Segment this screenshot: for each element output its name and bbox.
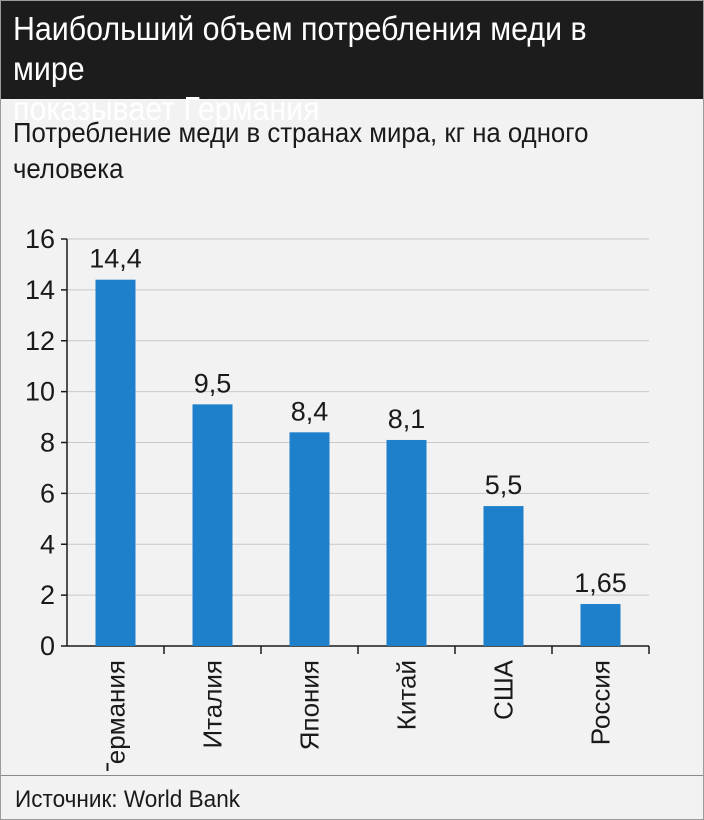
data-label: 5,5 xyxy=(485,470,523,500)
bar-6 xyxy=(580,604,621,646)
y-tick-label: 14 xyxy=(25,275,55,305)
y-tick-label: 8 xyxy=(40,428,55,458)
x-tick-label: Япония xyxy=(295,660,325,750)
page-title: Наибольший объем потребления меди в мире… xyxy=(13,10,587,127)
bar-3 xyxy=(289,432,330,646)
data-label: 14,4 xyxy=(89,244,142,274)
bar-2 xyxy=(192,404,233,646)
x-tick-label: Китай xyxy=(392,660,422,730)
y-tick-label: 16 xyxy=(25,224,55,254)
x-tick-label: Россия xyxy=(586,660,616,745)
x-tick-label: Германия xyxy=(101,660,131,771)
bar-4 xyxy=(386,439,427,646)
bar-chart: 0 2 4 6 8 10 12 14 16 14,4 Германия 9,5 Италия 8,4 Япо… xyxy=(25,224,650,771)
y-tick-label: 4 xyxy=(40,529,55,559)
y-tick-label: 6 xyxy=(40,478,55,508)
bar-5 xyxy=(483,506,524,646)
source-note: Источник: World Bank xyxy=(15,786,241,813)
title-bar: Наибольший объем потребления меди в мире… xyxy=(1,1,703,127)
data-label: 1,65 xyxy=(574,568,627,598)
x-tick-label: США xyxy=(489,659,519,720)
source-divider xyxy=(1,775,703,776)
data-label: 9,5 xyxy=(194,368,232,398)
y-tick-label: 12 xyxy=(25,326,55,356)
data-label: 8,4 xyxy=(291,396,329,426)
chart-subtitle: Потребление меди в странах мира, кг на о… xyxy=(13,117,589,184)
y-tick-label: 0 xyxy=(40,631,55,661)
x-tick-label: Италия xyxy=(198,660,228,749)
y-tick-label: 10 xyxy=(25,377,55,407)
bar-1 xyxy=(95,279,136,646)
data-label: 8,1 xyxy=(388,404,426,434)
y-tick-label: 2 xyxy=(40,580,55,610)
